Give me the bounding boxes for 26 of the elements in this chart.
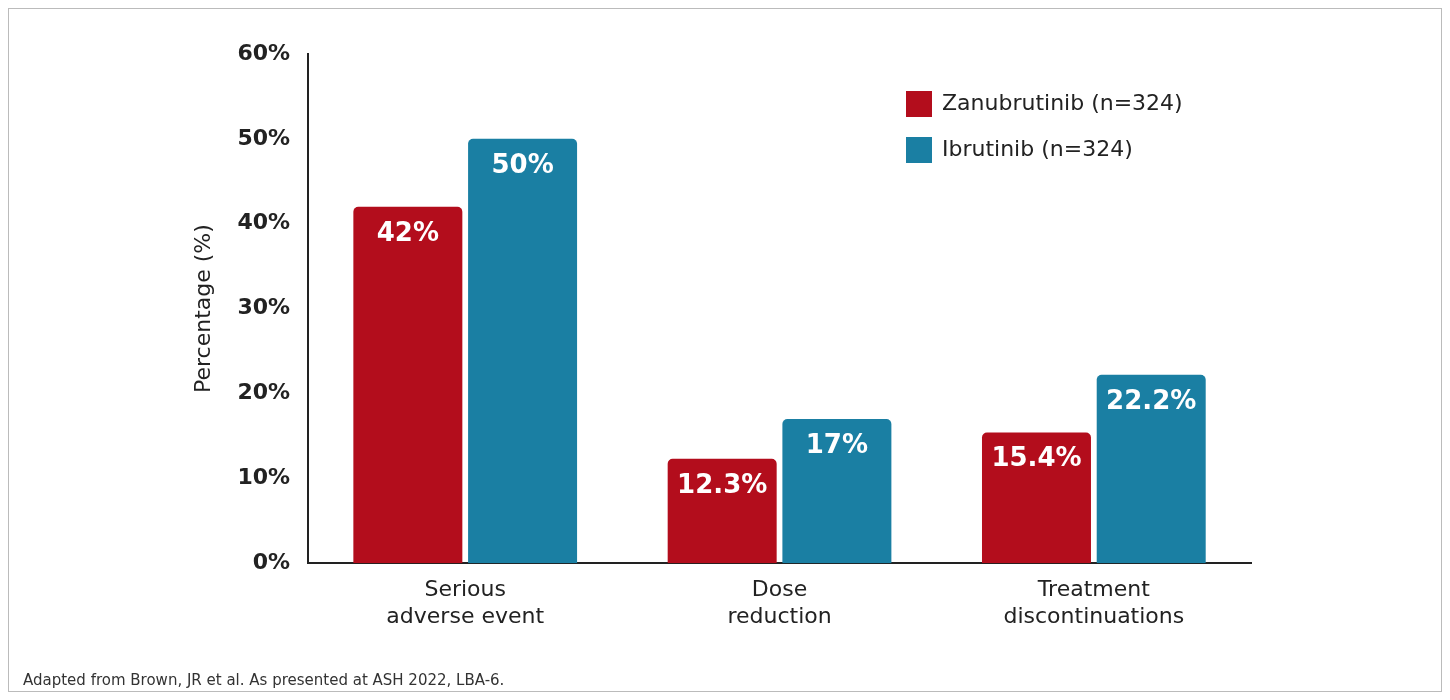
- bar: [468, 138, 578, 564]
- y-tick-label: 40%: [237, 209, 291, 235]
- data-label: 22.2%: [1106, 384, 1197, 415]
- y-tick-label: 10%: [237, 464, 291, 490]
- legend-label: Zanubrutinib (n=324): [942, 89, 1183, 115]
- bar: [782, 418, 892, 564]
- legend-label: Ibrutinib (n=324): [942, 135, 1133, 161]
- bar: [1096, 374, 1206, 564]
- bar: [353, 206, 463, 564]
- data-label: 50%: [491, 148, 554, 179]
- y-tick-label: 20%: [237, 379, 291, 405]
- data-label: 12.3%: [677, 468, 768, 499]
- y-tick-label: 30%: [237, 294, 291, 320]
- y-tick-label: 0%: [252, 548, 291, 574]
- bar: [667, 458, 777, 564]
- x-tick-label: Serious adverse event: [386, 576, 545, 628]
- data-label: 42%: [376, 216, 439, 247]
- text: Adapted from Brown, JR et al. As presented at ASH 2022, LBA-6.: [23, 671, 505, 690]
- x-tick-label: Treatment discontinuations: [1003, 576, 1185, 628]
- y-tick-label: 50%: [237, 124, 291, 150]
- bar: [981, 432, 1091, 564]
- y-axis-title: Percentage (%): [189, 224, 215, 394]
- y-tick-label: 60%: [237, 39, 291, 65]
- data-label: 17%: [805, 428, 869, 459]
- data-label: 15.4%: [991, 442, 1082, 473]
- x-tick-label: Dose reduction: [727, 576, 832, 628]
